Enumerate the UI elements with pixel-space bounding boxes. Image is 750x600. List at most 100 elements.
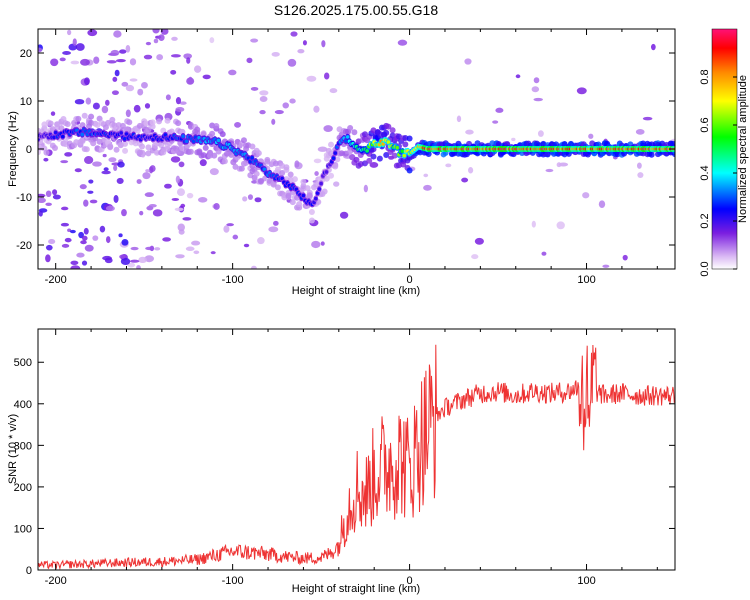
y-tick-label: 100 [14, 523, 32, 535]
noise-speckle [74, 168, 82, 173]
noise-speckle [92, 102, 100, 110]
ridge-halo [64, 121, 71, 128]
noise-speckle [175, 175, 181, 184]
ridge-halo [206, 152, 213, 159]
noise-speckle [622, 254, 628, 261]
noise-speckle [145, 41, 152, 46]
noise-speckle [48, 239, 56, 245]
noise-speckle [193, 250, 200, 255]
colorbar-tick-label: 0.0 [699, 261, 711, 276]
ridge-core [344, 139, 348, 143]
ridge-halo [145, 150, 152, 157]
ridge-halo [240, 137, 247, 144]
ridge-halo [109, 116, 116, 123]
ridge-halo [285, 192, 292, 199]
ridge-halo [209, 130, 216, 137]
noise-speckle [164, 183, 172, 189]
noise-speckle [369, 162, 379, 168]
noise-speckle [76, 252, 85, 258]
noise-speckle [165, 94, 171, 101]
noise-speckle [103, 167, 109, 172]
ridge-halo [255, 150, 262, 157]
noise-speckle [247, 194, 253, 200]
noise-speckle [556, 221, 565, 230]
noise-speckle [141, 81, 148, 89]
noise-speckle [582, 192, 590, 199]
noise-speckle [148, 166, 154, 174]
noise-speckle [246, 57, 253, 64]
ridge-halo [321, 188, 328, 195]
noise-speckle [154, 247, 161, 251]
noise-speckle [88, 179, 94, 184]
ridge-halo [257, 177, 264, 184]
ridge-core [119, 131, 123, 135]
x-tick-label: 100 [577, 274, 595, 286]
noise-speckle [144, 192, 154, 198]
ridge-core [324, 170, 329, 174]
ridge-halo [383, 151, 390, 158]
ridge-halo [88, 113, 95, 120]
noise-speckle [115, 59, 126, 63]
colorbar-tick-label: 0.4 [699, 165, 711, 180]
noise-speckle [232, 234, 239, 240]
noise-speckle [456, 115, 462, 123]
noise-speckle [541, 251, 547, 256]
noise-speckle [302, 40, 307, 46]
noise-speckle [81, 260, 88, 266]
noise-speckle [148, 204, 157, 208]
ridge-halo [304, 185, 311, 192]
ridge-halo [107, 144, 114, 151]
noise-speckle [119, 49, 127, 54]
ridge-halo [406, 135, 413, 142]
ridge-halo [238, 165, 245, 172]
ridge-core [333, 151, 338, 155]
ridge-halo [287, 171, 294, 178]
noise-speckle [223, 225, 230, 233]
ridge-halo [164, 145, 171, 152]
noise-speckle [637, 172, 644, 178]
ridge-halo [47, 120, 54, 127]
ridge-halo [83, 146, 90, 153]
ridge-halo [291, 176, 298, 183]
spectrogram-xlabel: Height of straight line (km) [292, 285, 420, 297]
noise-speckle [158, 34, 165, 41]
noise-speckle [257, 237, 265, 245]
noise-speckle [175, 107, 185, 112]
noise-speckle [50, 111, 56, 116]
ridge-halo [351, 129, 358, 136]
noise-speckle [511, 137, 516, 142]
noise-speckle [156, 54, 164, 61]
ridge-core [80, 132, 85, 137]
noise-speckle [251, 180, 258, 184]
ridge-core [365, 149, 369, 153]
ridge-halo [124, 126, 131, 133]
noise-speckle [117, 161, 125, 168]
snr-frame [37, 328, 676, 571]
noise-speckle [81, 235, 88, 241]
ridge-halo [296, 201, 303, 208]
noise-speckle [102, 153, 107, 158]
noise-speckle [183, 53, 192, 60]
noise-speckle [152, 29, 160, 34]
ridge-core [216, 138, 221, 143]
noise-speckle [162, 237, 172, 242]
y-tick-label: -20 [16, 240, 32, 252]
noise-speckle [60, 160, 69, 164]
noise-speckle [226, 223, 234, 227]
noise-speckle [175, 97, 182, 105]
noise-speckle [556, 162, 562, 168]
ridge-halo [136, 149, 143, 156]
y-tick-label: -10 [16, 192, 32, 204]
noise-speckle [64, 152, 73, 157]
ridge-halo [400, 161, 407, 168]
ridge-core [53, 130, 58, 135]
noise-speckle [423, 184, 432, 191]
ridge-halo [160, 149, 167, 156]
noise-speckle [178, 161, 185, 168]
noise-speckle [112, 76, 118, 82]
noise-speckle [105, 99, 110, 106]
noise-speckle [636, 162, 642, 169]
ridge-halo [219, 131, 226, 138]
noise-speckle [45, 202, 52, 206]
ridge-halo [202, 144, 209, 151]
